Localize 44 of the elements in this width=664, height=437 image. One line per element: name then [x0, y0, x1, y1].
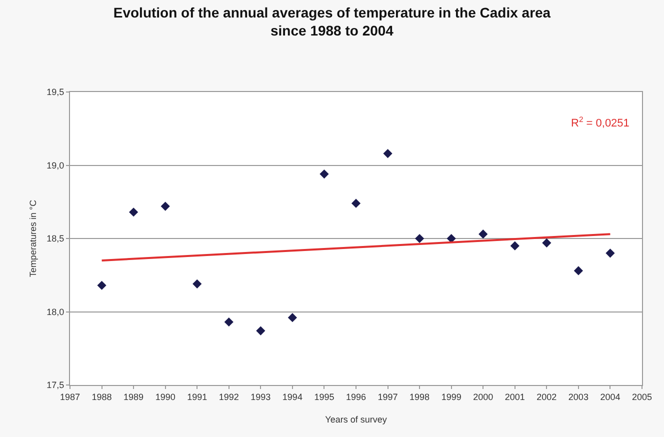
x-tick-label: 1990	[155, 392, 176, 402]
x-tick-label: 1992	[218, 392, 239, 402]
point	[160, 202, 170, 211]
point	[383, 148, 392, 158]
chart-title: Evolution of the annual averages of temperature in the Cadix area since 1988 to 2004	[113, 4, 551, 39]
y-tick-label: 17,5	[46, 380, 64, 390]
point	[606, 248, 615, 258]
x-tick-label: 1993	[250, 392, 271, 402]
point	[256, 326, 266, 336]
point	[129, 208, 138, 217]
x-tick-label: 1998	[410, 392, 430, 402]
y-tick-label: 19,5	[46, 87, 64, 98]
x-tick-label: 1988	[92, 392, 112, 402]
x-tick-label: 1987	[60, 392, 80, 402]
point	[97, 280, 106, 290]
x-tick-label: 2001	[504, 392, 525, 402]
point	[288, 313, 297, 322]
x-tick-label: 2000	[473, 392, 494, 402]
point	[351, 198, 361, 208]
x-tick-label: 1995	[314, 392, 334, 402]
point	[478, 230, 488, 239]
x-tick-label: 2005	[632, 392, 652, 402]
point	[415, 234, 424, 244]
x-tick-label: 2002	[536, 392, 557, 402]
x-tick-label: 1994	[282, 392, 302, 402]
x-tick-label: 1996	[346, 392, 366, 402]
x-tick-label: 1991	[187, 392, 208, 402]
annotation: R$^{2}$ = 0,0251	[571, 115, 630, 130]
point	[320, 169, 329, 179]
y-axis-title: Temperatures in °C	[28, 199, 38, 278]
y-tick-label: 18,5	[46, 234, 64, 244]
point	[542, 238, 552, 248]
point	[574, 266, 583, 276]
x-tick-label: 1997	[378, 392, 398, 402]
point	[192, 279, 202, 288]
x-tick-label: 2003	[568, 392, 588, 402]
x-axis-title: Years of survey	[325, 414, 388, 425]
x-tick-label: 1999	[441, 392, 462, 402]
point	[510, 241, 520, 250]
point	[224, 317, 234, 327]
y-tick-label: 18,0	[46, 306, 64, 317]
x-tick-label: 1989	[124, 392, 144, 402]
x-tick-label: 2004	[600, 392, 620, 402]
y-tick-label: 19,0	[46, 160, 64, 170]
